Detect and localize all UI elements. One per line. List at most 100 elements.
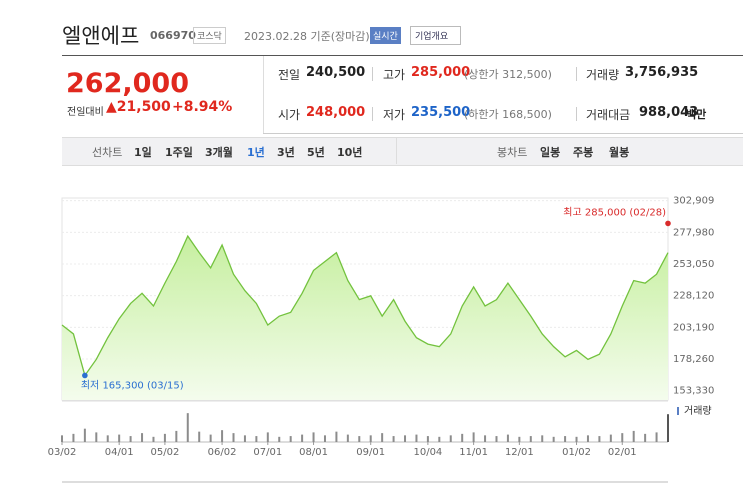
separator <box>576 107 577 121</box>
stock-code: 066970 <box>150 29 196 42</box>
volume-bar <box>72 433 75 442</box>
x-tick-label: 11/01 <box>459 447 488 458</box>
period-tab[interactable]: 1주일 <box>165 146 193 159</box>
volume-bar <box>461 433 464 442</box>
x-tick-label: 06/02 <box>208 447 237 458</box>
volume-bar <box>404 435 407 442</box>
volume-bar <box>198 431 201 442</box>
tab-title: 봉차트 <box>497 146 528 159</box>
stat-label: 시가 <box>278 108 301 122</box>
volume-bar <box>346 434 349 442</box>
period-tab[interactable]: 10년 <box>337 146 363 159</box>
stat-value: 3,756,935 <box>625 65 699 80</box>
period-tab[interactable]: 1일 <box>134 146 152 159</box>
stat-label: 저가 <box>383 108 406 122</box>
volume-bar <box>221 430 224 442</box>
tab-bar <box>62 137 743 166</box>
realtime-btn[interactable]: 실시간 <box>370 27 401 44</box>
volume-bar <box>564 436 567 442</box>
candle-tab[interactable]: 일봉 <box>540 146 561 159</box>
volume-bar <box>255 436 258 442</box>
separator <box>396 137 397 164</box>
x-tick-label: 03/02 <box>48 447 77 458</box>
volume-bar <box>358 436 361 442</box>
volume-bar <box>141 433 144 442</box>
period-tab[interactable]: 5년 <box>307 146 325 159</box>
x-tick-label: 05/02 <box>150 447 179 458</box>
x-tick-label: 07/01 <box>253 447 282 458</box>
stock-name: 엘앤에프 <box>62 24 140 48</box>
volume-bar <box>232 433 235 442</box>
volume-bar <box>209 434 212 442</box>
volume-bar <box>323 435 326 442</box>
volume-bar <box>129 436 132 442</box>
volume-bar <box>575 436 578 442</box>
stat-label: 거래대금 <box>586 108 631 122</box>
volume-bar <box>95 432 98 442</box>
volume-bar <box>667 414 669 442</box>
x-tick-label: 08/01 <box>299 447 328 458</box>
period-tab[interactable]: 3개월 <box>205 146 233 159</box>
volume-bar <box>369 435 372 442</box>
volume-bar <box>301 434 304 442</box>
volume-bar <box>621 433 624 442</box>
stat-label: 고가 <box>383 68 406 82</box>
y-tick-label: 228,120 <box>673 291 714 302</box>
volume-bar <box>644 433 647 442</box>
volume-bar <box>266 432 269 442</box>
volume-bar <box>449 435 452 442</box>
candle-tab[interactable]: 주봉 <box>573 146 594 159</box>
volume-bar <box>484 435 487 442</box>
change: ▲21,500 <box>106 99 171 115</box>
volume-bar <box>598 436 601 442</box>
x-tick-label: 01/02 <box>562 447 591 458</box>
stat-value: 988,043 <box>639 105 699 120</box>
change-pct: +8.94% <box>172 99 233 115</box>
stat-label: 거래량 <box>586 68 620 82</box>
volume-bar <box>415 434 418 442</box>
volume-bar <box>632 430 635 442</box>
volume-bar <box>289 436 292 442</box>
x-tick-label: 09/01 <box>356 447 385 458</box>
volume-bar <box>61 435 63 442</box>
stat-note: 백만 <box>686 108 707 121</box>
period-tab[interactable]: 1년 <box>247 146 265 159</box>
x-tick-label: 12/01 <box>505 447 534 458</box>
volume-bar <box>586 435 589 442</box>
stat-value: 235,500 <box>411 105 471 120</box>
volume-bar <box>552 436 555 442</box>
volume-bar <box>495 436 498 442</box>
volume-bar <box>438 436 441 442</box>
market-badge: 코스닥 <box>193 27 226 44</box>
volume-bar <box>152 436 155 442</box>
volume-bar <box>529 436 532 442</box>
stat-label: 전일 <box>278 68 301 82</box>
volume-bar <box>472 432 475 442</box>
separator <box>372 107 373 121</box>
volume-bar <box>106 435 109 442</box>
volume-bar <box>83 428 86 442</box>
extreme-label: 최고 285,000 (02/28) <box>563 206 666 218</box>
volume-bar <box>118 434 121 442</box>
tab-title: 선차트 <box>92 146 123 159</box>
x-tick-label: 04/01 <box>105 447 134 458</box>
x-tick-label: 10/04 <box>413 447 442 458</box>
volume-bar <box>541 435 544 442</box>
y-tick-label: 178,260 <box>673 354 714 365</box>
extreme-dot <box>82 372 88 379</box>
company-info-btn[interactable]: 기업개요 <box>410 26 462 45</box>
period-tab[interactable]: 3년 <box>277 146 295 159</box>
y-tick-label: 277,980 <box>673 227 714 238</box>
volume-bar <box>163 433 166 442</box>
separator <box>263 56 264 134</box>
stat-value: 285,000 <box>411 65 471 80</box>
volume-bar <box>335 431 338 442</box>
stat-value: 248,000 <box>306 105 366 120</box>
volume-bar <box>609 434 612 442</box>
candle-tab[interactable]: 월봉 <box>609 146 630 159</box>
volume-bar <box>426 436 429 442</box>
volume-bar <box>243 435 246 442</box>
volume-bar <box>312 432 315 442</box>
separator <box>576 67 577 81</box>
